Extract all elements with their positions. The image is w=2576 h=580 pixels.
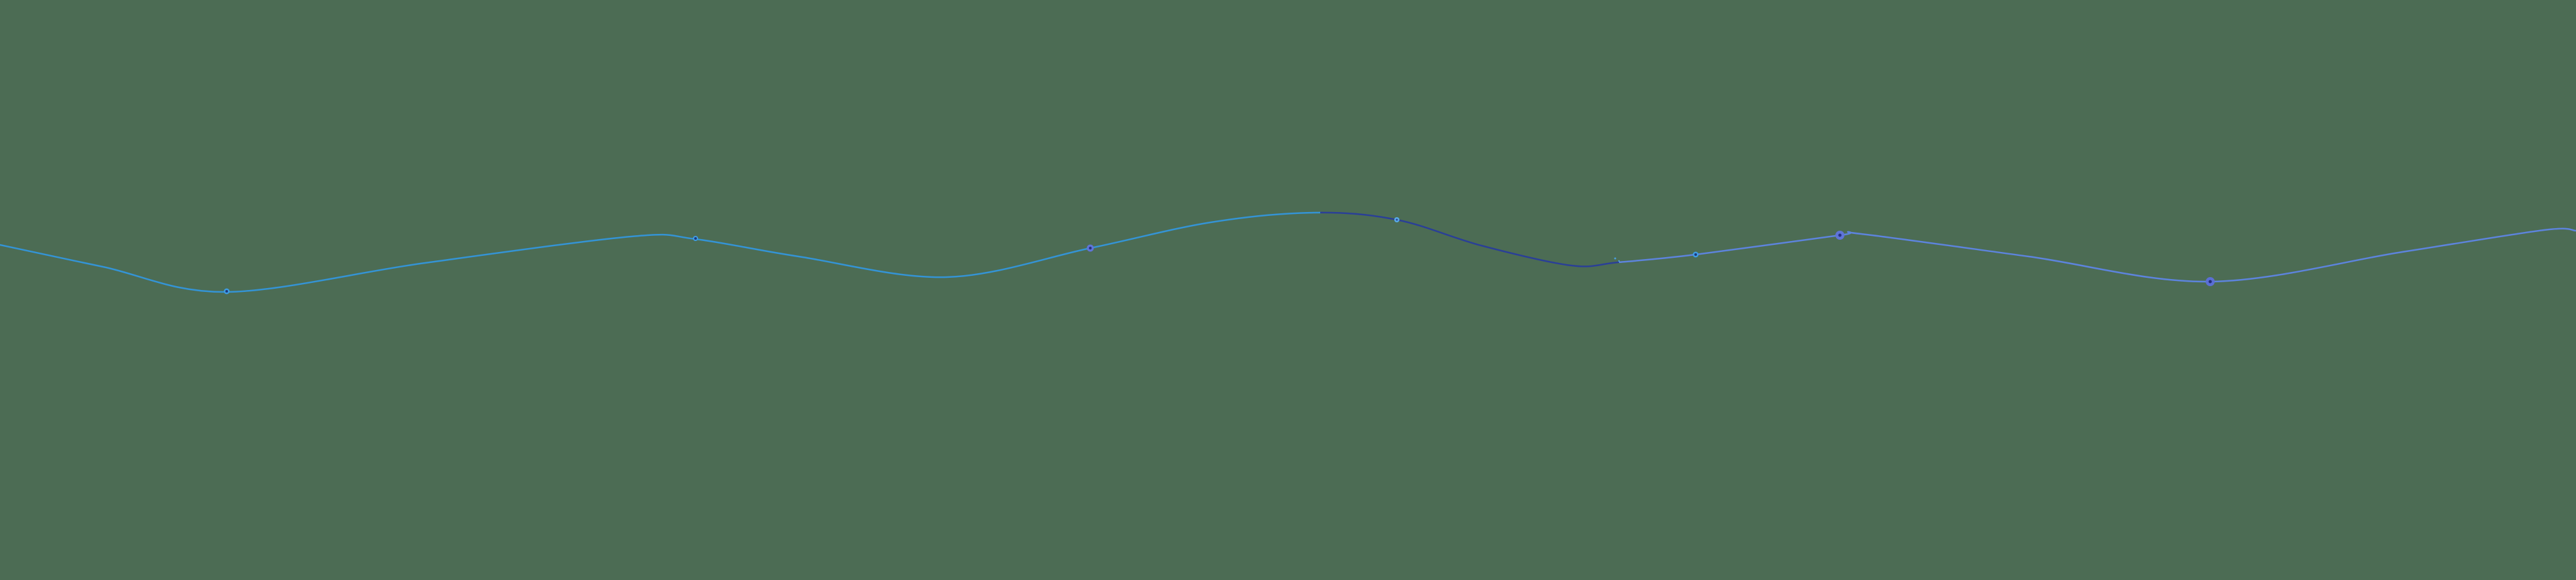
wave-segment-left-bright-blue [0,211,1321,293]
data-point-marker[interactable] [1394,217,1399,222]
data-point-marker[interactable] [1692,251,1699,258]
line-speck [1614,257,1616,260]
wave-segment-mid-dark-navy [1320,211,1620,267]
line-speck [1618,260,1620,262]
data-point-marker[interactable] [2206,277,2215,286]
data-point-marker[interactable] [1835,231,1844,240]
data-point-marker[interactable] [1086,244,1094,252]
wave-segment-right-cornflower [1619,227,2576,283]
data-point-marker[interactable] [223,288,230,295]
data-point-marker[interactable] [693,236,698,241]
